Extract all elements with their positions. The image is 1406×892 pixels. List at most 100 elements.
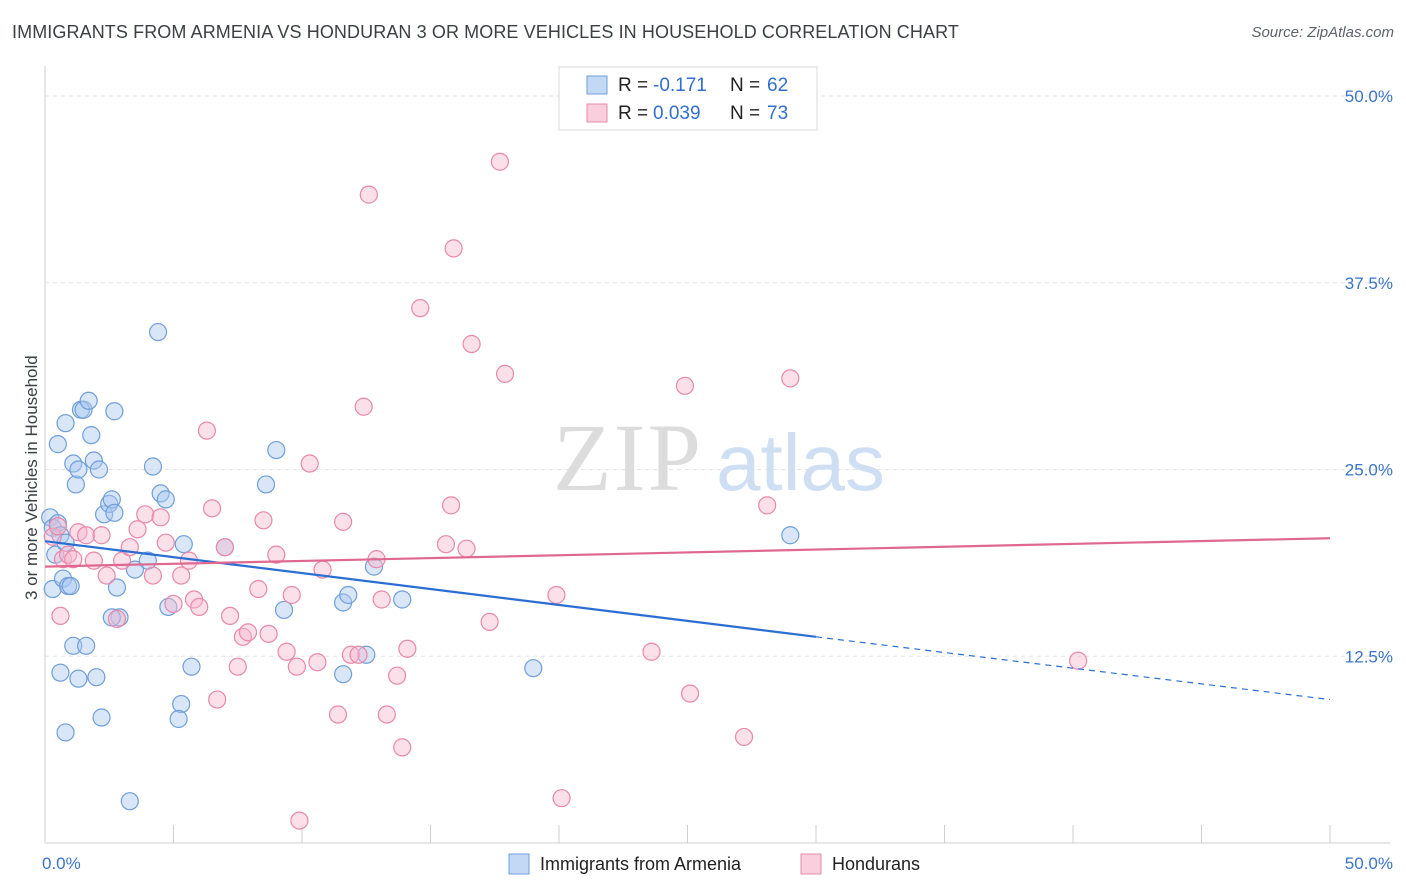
point-1-48: [372, 590, 391, 609]
point-1-65: [675, 376, 695, 395]
point-0-25: [107, 578, 127, 597]
point-1-42: [334, 512, 353, 531]
point-1-16: [151, 508, 170, 527]
stats-swatch-0: [586, 75, 608, 95]
point-1-59: [480, 612, 499, 631]
point-0-52: [357, 645, 376, 664]
point-1-9: [97, 566, 116, 585]
point-1-27: [220, 606, 240, 626]
point-0-31: [69, 669, 88, 688]
point-0-44: [172, 694, 191, 714]
point-0-38: [148, 322, 168, 342]
x-tick-label-1: 50.0%: [1345, 854, 1393, 873]
point-1-18: [164, 594, 183, 614]
stats-r-value-0: -0.171: [653, 75, 707, 96]
point-0-32: [87, 668, 106, 687]
point-1-15: [143, 566, 163, 585]
point-0-43: [182, 657, 201, 676]
point-1-31: [249, 579, 268, 599]
point-0-18: [82, 426, 101, 445]
point-0-16: [74, 400, 93, 419]
series-armenia-points: [41, 322, 800, 811]
point-1-34: [267, 545, 286, 564]
point-1-33: [259, 624, 278, 643]
stats-n-value-1: 73: [767, 103, 788, 124]
stats-r-label-1: R =: [618, 103, 648, 124]
point-1-22: [190, 597, 209, 617]
point-1-8: [92, 526, 111, 545]
point-1-38: [300, 454, 319, 473]
trend-line-1: [44, 537, 1331, 568]
point-0-29: [77, 636, 96, 655]
trend-line-dashed-0: [815, 636, 1331, 701]
point-0-56: [524, 659, 543, 678]
point-1-14: [136, 505, 155, 524]
grid: [45, 95, 1390, 657]
point-0-39: [151, 484, 170, 503]
point-0-24: [105, 503, 124, 522]
point-0-10: [48, 435, 67, 454]
point-1-58: [462, 334, 481, 354]
point-1-26: [215, 538, 234, 557]
point-1-68: [758, 496, 777, 515]
stats-swatch-1: [586, 103, 608, 123]
point-1-4: [64, 550, 83, 569]
y-tick-label-1: 25.0%: [1345, 461, 1393, 480]
point-0-42: [174, 535, 193, 554]
point-1-53: [411, 299, 430, 318]
point-1-44: [349, 645, 368, 664]
point-0-23: [102, 490, 121, 509]
x-tick-label-0: 0.0%: [42, 854, 81, 873]
point-1-67: [734, 727, 754, 747]
point-0-28: [64, 636, 83, 655]
point-1-52: [398, 639, 417, 658]
point-1-30: [238, 623, 258, 642]
point-1-71: [290, 811, 309, 830]
point-0-58: [120, 792, 139, 811]
point-0-33: [92, 708, 111, 727]
point-1-39: [308, 653, 327, 672]
point-1-49: [377, 705, 396, 724]
point-1-57: [457, 539, 476, 558]
point-1-51: [393, 738, 412, 757]
point-1-24: [202, 499, 222, 518]
point-1-32: [254, 511, 273, 530]
point-1-54: [436, 535, 456, 554]
point-1-60: [490, 152, 509, 171]
point-0-53: [364, 557, 384, 576]
stats-legend: R = -0.171 N = 62 R = 0.039 N = 73: [558, 66, 818, 131]
trend-lines: [44, 537, 1331, 701]
stats-n-value-0: 62: [767, 75, 788, 96]
point-0-30: [51, 663, 70, 682]
point-1-64: [642, 642, 661, 661]
source-label: Source: ZipAtlas.com: [1251, 24, 1394, 41]
y-axis-label: 3 or more Vehicles in Household: [22, 355, 41, 600]
chart-title: IMMIGRANTS FROM ARMENIA VS HONDURAN 3 OR…: [12, 22, 959, 42]
y-tick-labels: 12.5% 25.0% 37.5% 50.0%: [1345, 87, 1393, 666]
point-1-72: [51, 606, 70, 626]
point-0-12: [64, 454, 83, 473]
y-tick-label-2: 37.5%: [1345, 274, 1393, 293]
point-0-14: [69, 460, 88, 479]
point-1-19: [172, 566, 191, 585]
axes: [44, 66, 1390, 844]
stats-n-label-0: N =: [730, 75, 760, 96]
point-0-13: [66, 475, 85, 494]
point-0-48: [267, 440, 286, 460]
point-0-20: [89, 460, 109, 479]
point-0-11: [56, 414, 75, 433]
point-0-51: [339, 585, 358, 605]
point-1-62: [547, 585, 566, 605]
point-1-63: [552, 789, 571, 808]
series-hondurans-points: [43, 152, 1088, 830]
point-1-45: [354, 397, 373, 416]
y-tick-label-3: 50.0%: [1345, 87, 1393, 106]
point-1-66: [680, 684, 700, 703]
stats-r-value-1: 0.039: [653, 103, 701, 124]
point-0-49: [274, 600, 294, 620]
watermark-atlas: atlas: [716, 418, 885, 507]
legend-swatch-1: [800, 853, 822, 875]
point-1-50: [387, 666, 407, 685]
point-1-37: [287, 657, 306, 676]
